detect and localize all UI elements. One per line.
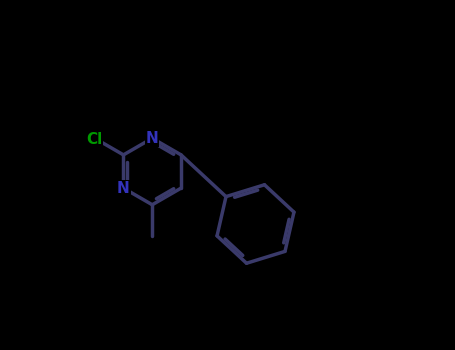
Text: Cl: Cl xyxy=(86,132,102,147)
Text: N: N xyxy=(117,181,130,196)
Text: N: N xyxy=(146,131,159,146)
